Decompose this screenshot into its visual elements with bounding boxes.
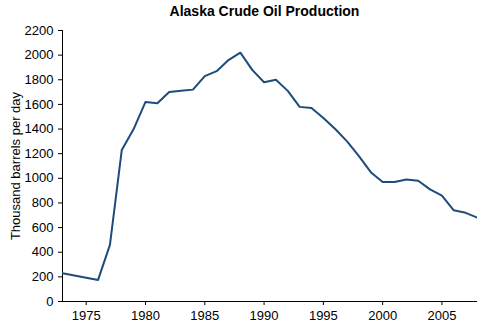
svg-text:Thousand barrels per day: Thousand barrels per day	[8, 91, 23, 240]
svg-text:600: 600	[32, 220, 54, 235]
svg-text:800: 800	[32, 195, 54, 210]
svg-text:2000: 2000	[25, 47, 54, 62]
svg-text:0: 0	[46, 294, 53, 309]
svg-text:1400: 1400	[25, 121, 54, 136]
html-text:Alaska Crude Oil Production: Alaska Crude Oil Production	[169, 3, 360, 19]
svg-text:1600: 1600	[25, 97, 54, 112]
svg-text:400: 400	[32, 244, 54, 259]
svg-text:1995: 1995	[309, 308, 338, 323]
svg-text:1975: 1975	[72, 308, 101, 323]
svg-text:1800: 1800	[25, 72, 54, 87]
svg-text:2200: 2200	[25, 23, 54, 38]
svg-text:200: 200	[32, 269, 54, 284]
svg-text:2005: 2005	[427, 308, 456, 323]
svg-text:1990: 1990	[250, 308, 279, 323]
svg-text:1985: 1985	[190, 308, 219, 323]
svg-text:1200: 1200	[25, 146, 54, 161]
svg-text:1980: 1980	[131, 308, 160, 323]
svg-text:2000: 2000	[368, 308, 397, 323]
svg-text:1000: 1000	[25, 170, 54, 185]
